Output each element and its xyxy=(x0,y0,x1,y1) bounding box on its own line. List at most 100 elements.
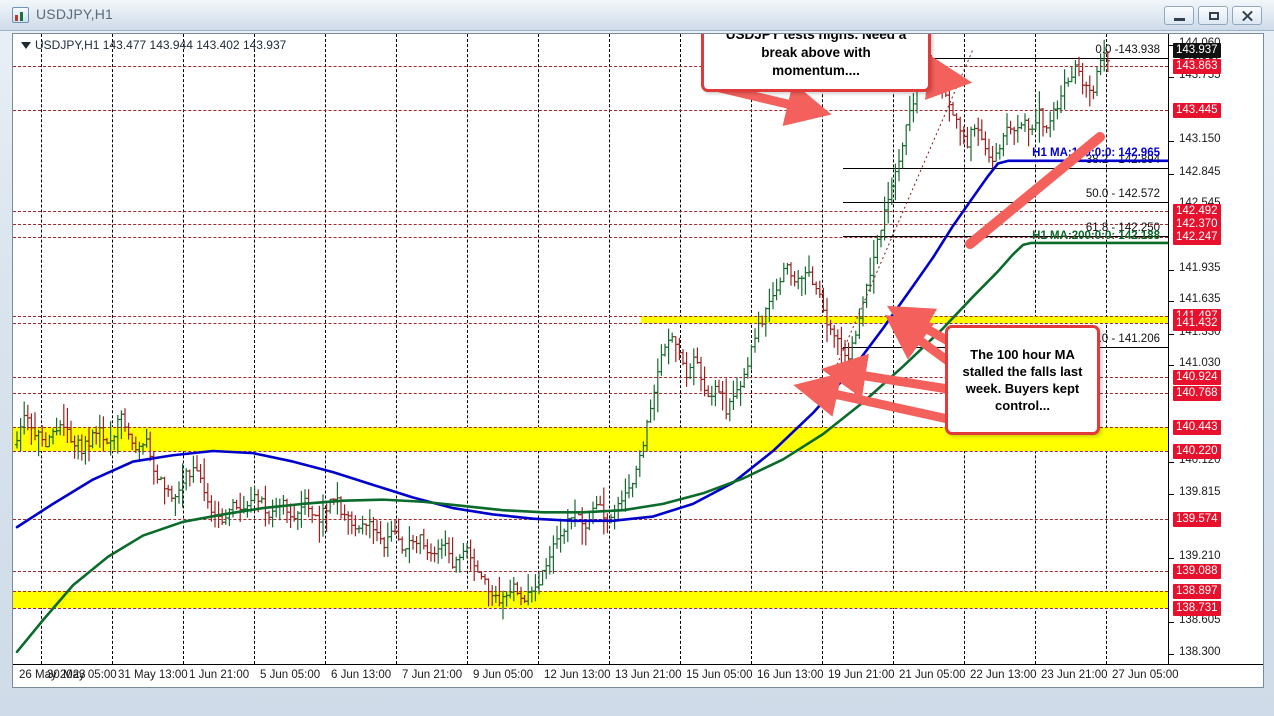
time-tick-label: 9 Jun 05:00 xyxy=(473,669,534,681)
price-tick-mark xyxy=(1169,301,1174,303)
price-tick-label: 141.635 xyxy=(1179,293,1221,306)
time-tick-label: 23 Jun 21:00 xyxy=(1041,669,1108,681)
close-button[interactable] xyxy=(1232,6,1262,25)
price-tick-mark xyxy=(1169,557,1174,559)
time-tick-label: 16 Jun 13:00 xyxy=(757,669,824,681)
price-tick-mark xyxy=(1169,141,1174,143)
fib-level-label: 0.0 -143.938 xyxy=(1095,43,1160,56)
price-level-tag: 139.574 xyxy=(1173,512,1221,528)
dotted-trendline xyxy=(832,49,974,375)
price-level-tag: 141.432 xyxy=(1173,315,1221,331)
current-price-tag: 143.937 xyxy=(1173,43,1221,59)
price-tick-label: 143.150 xyxy=(1179,133,1221,146)
price-level-line xyxy=(13,210,1168,212)
vertical-gridline xyxy=(325,34,326,664)
price-level-tag: 140.768 xyxy=(1173,386,1221,402)
vertical-gridline xyxy=(1106,34,1107,664)
vertical-gridline xyxy=(396,34,397,664)
price-tick-label: 138.605 xyxy=(1179,613,1221,626)
vertical-gridline xyxy=(112,34,113,664)
price-tick-mark xyxy=(1169,653,1174,655)
price-level-tag: 140.220 xyxy=(1173,444,1221,459)
price-tick-mark xyxy=(1169,621,1174,623)
price-level-tag: 140.443 xyxy=(1173,420,1221,436)
price-tick-mark xyxy=(1169,461,1174,463)
price-level-tag: 143.863 xyxy=(1173,58,1221,74)
window-title-bar: USDJPY,H1 xyxy=(0,0,1274,31)
time-tick-label: 31 May 13:00 xyxy=(118,669,188,681)
price-tick-label: 141.030 xyxy=(1179,357,1221,370)
price-level-line xyxy=(13,451,1168,452)
price-level-line xyxy=(13,322,1168,324)
chevron-down-icon[interactable] xyxy=(21,42,31,50)
maximize-button[interactable] xyxy=(1198,6,1228,25)
highlight-band xyxy=(13,427,1168,451)
time-tick-label: 21 Jun 05:00 xyxy=(899,669,966,681)
price-tick-mark xyxy=(1169,269,1174,271)
price-level-line xyxy=(13,590,1168,592)
price-level-line xyxy=(13,376,1168,378)
time-axis[interactable]: 26 May 2023 30 May 05:00 31 May 13:00 1 Jun… xyxy=(13,664,1263,687)
time-tick-label: 30 May 05:00 xyxy=(47,669,117,681)
time-tick-label: 15 Jun 05:00 xyxy=(686,669,753,681)
callout-top[interactable]: USDJPY tests highs. Need a break above w… xyxy=(701,34,931,92)
vertical-gridline xyxy=(183,34,184,664)
time-tick-label: 7 Jun 21:00 xyxy=(402,669,463,681)
time-tick-label: 5 Jun 05:00 xyxy=(260,669,321,681)
time-tick-label: 1 Jun 21:00 xyxy=(189,669,250,681)
price-tick-mark xyxy=(1169,173,1174,175)
moving-average-lines xyxy=(15,159,1168,654)
ohlc-bar xyxy=(1105,50,1110,73)
vertical-gridline xyxy=(254,34,255,664)
maximize-icon xyxy=(1209,12,1219,20)
vertical-gridline xyxy=(822,34,823,664)
price-level-tag: 138.897 xyxy=(1173,583,1221,599)
ohlc-bars xyxy=(14,39,1110,620)
price-level-line xyxy=(13,316,1168,318)
price-level-line xyxy=(13,393,1168,395)
ohlc-text: USDJPY,H1 143.477 143.944 143.402 143.93… xyxy=(35,38,287,52)
vertical-gridline xyxy=(41,34,42,664)
price-level-line xyxy=(13,608,1168,610)
price-level-line xyxy=(13,570,1168,572)
chart-frame[interactable]: 0.0 -143.938 38.2 - 142.894 50.0 - 142.572… xyxy=(12,33,1264,688)
price-axis[interactable]: 144.060143.755143.150142.845141.935141.6… xyxy=(1168,34,1263,664)
time-tick-label: 26 May 2023 xyxy=(19,669,86,681)
minimize-button[interactable] xyxy=(1164,6,1194,25)
callout-mid-text: The 100 hour MA stalled the falls last w… xyxy=(962,346,1083,414)
time-tick-label: 22 Jun 13:00 xyxy=(970,669,1037,681)
price-tick-label: 139.210 xyxy=(1179,549,1221,562)
price-tick-label: 138.300 xyxy=(1179,645,1221,658)
price-level-line xyxy=(13,110,1168,112)
price-tick-mark xyxy=(1169,493,1174,495)
ma-100-line xyxy=(15,159,1168,529)
price-tick-label: 141.935 xyxy=(1179,261,1221,274)
vertical-gridline xyxy=(538,34,539,664)
chart-plot-area[interactable]: 0.0 -143.938 38.2 - 142.894 50.0 - 142.572… xyxy=(13,34,1168,664)
time-tick-label: 13 Jun 21:00 xyxy=(615,669,682,681)
price-tick-mark xyxy=(1169,77,1174,79)
time-tick-label: 19 Jun 21:00 xyxy=(828,669,895,681)
price-level-tag: 139.088 xyxy=(1173,563,1221,579)
price-level-line xyxy=(13,223,1168,225)
minimize-icon xyxy=(1174,18,1185,21)
price-tick-mark xyxy=(1169,365,1174,367)
price-level-tag: 142.370 xyxy=(1173,216,1221,232)
vertical-gridline xyxy=(680,34,681,664)
time-tick-label: 27 Jun 05:00 xyxy=(1112,669,1179,681)
chart-icon xyxy=(12,7,29,23)
price-tick-label: 139.815 xyxy=(1179,485,1221,498)
vertical-gridline xyxy=(467,34,468,664)
highlight-band xyxy=(13,590,1168,609)
vertical-gridline xyxy=(609,34,610,664)
window-title: USDJPY,H1 xyxy=(36,6,114,22)
time-tick-label: 6 Jun 13:00 xyxy=(331,669,392,681)
price-tick-label: 142.845 xyxy=(1179,165,1221,178)
ma-200-line xyxy=(15,241,1168,654)
price-level-tag: 142.247 xyxy=(1173,229,1221,245)
price-tick-mark xyxy=(1169,45,1174,47)
callout-mid[interactable]: The 100 hour MA stalled the falls last w… xyxy=(945,325,1100,435)
price-level-line xyxy=(13,427,1168,429)
fib-level-line xyxy=(843,57,1168,59)
